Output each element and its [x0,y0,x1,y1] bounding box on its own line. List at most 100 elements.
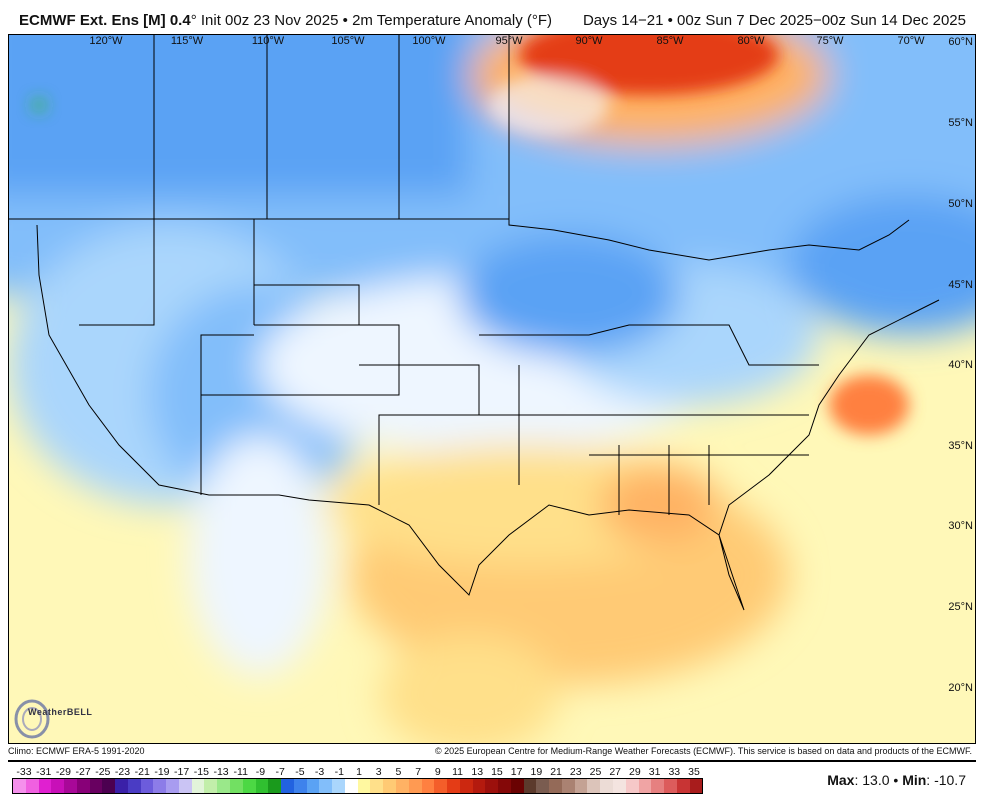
colorbar-swatch [13,779,26,793]
colorbar-labels: -33 -31 -29 -27 -25 -23 -21 -19 -17 -15 -13 -11 -9 -7… [14,766,704,778]
colorbar-swatch [447,779,460,793]
colorbar-swatch [306,779,320,793]
colorbar-label: -31 [36,766,52,778]
valid-period: Days 14−21 • 00z Sun 7 Dec 2025−00z Sun … [582,12,966,29]
colorbar-label: 21 [550,766,562,778]
colorbar-swatch [293,779,307,793]
colorbar-label: 11 [452,766,463,778]
colorbar-label: -17 [174,766,190,778]
max-min-readout: Max: 13.0 • Min: -10.7 [827,772,966,788]
longitude-label: 80°W [737,35,765,47]
colorbar-swatch [651,779,665,793]
colorbar-swatch [612,779,626,793]
colorbar-swatch [689,779,703,793]
logo-swirl-icon [14,699,50,739]
colorbar-label: -25 [95,766,111,778]
colorbar-swatch [472,779,486,793]
colorbar-swatch [434,779,448,793]
latitude-label: 45°N [948,279,973,291]
colorbar-label: 7 [415,766,422,778]
colorbar-swatch [485,779,499,793]
colorbar-label: -13 [213,766,229,778]
colorbar-label: -1 [334,766,344,778]
colorbar-swatch [166,779,179,793]
copyright-note: © 2025 European Centre for Medium-Range … [434,746,972,756]
colorbar-swatch [638,779,652,793]
colorbar-label: -33 [16,766,32,778]
map-title: ECMWF Ext. Ens [M] 0.4° Init 00z 23 Nov … [19,12,553,29]
colorbar-swatch [676,779,690,793]
weatherbell-logo: WeatherBELL [12,697,96,741]
longitude-label: 110°W [251,35,285,47]
colorbar-swatch [421,779,435,793]
temperature-anomaly-map: 120°W 115°W 110°W 105°W 100°W 95°W 90°W … [8,34,976,744]
colorbar-label: -23 [114,766,131,778]
colorbar-swatch [281,779,294,793]
colorbar-swatch [549,779,562,793]
colorbar-swatch [140,779,154,793]
colorbar-swatch [408,779,422,793]
colorbar-swatch [255,779,269,793]
divider [8,760,976,762]
colorbar-swatch [153,779,167,793]
colorbar [12,778,703,794]
latitude-label: 35°N [948,440,973,452]
colorbar-label: 35 [688,766,700,778]
latitude-label: 55°N [948,117,973,129]
colorbar-swatch [230,779,243,793]
colorbar-label: 19 [530,766,543,778]
colorbar-label: 25 [589,766,602,778]
colorbar-swatch [89,779,103,793]
colorbar-label: 1 [356,766,362,778]
colorbar-label: -3 [314,766,325,778]
longitude-label: 75°W [816,35,844,47]
colorbar-label: -5 [295,766,305,778]
colorbar-swatch [370,779,384,793]
latitude-label: 25°N [948,601,973,613]
climo-note: Climo: ECMWF ERA-5 1991-2020 [8,746,145,756]
colorbar-label: 31 [648,766,661,778]
longitude-label: 105°W [331,35,365,47]
colorbar-label: -21 [134,766,150,778]
latitude-label: 50°N [948,198,973,210]
anomaly-field [9,35,975,743]
latitude-label: 60°N [948,36,973,48]
latitude-label: 40°N [948,359,973,371]
colorbar-label: -15 [193,766,209,778]
colorbar-swatch [561,779,575,793]
longitude-label: 90°W [575,35,603,47]
colorbar-label: 33 [668,766,681,778]
colorbar-swatch [51,779,65,793]
colorbar-label: -27 [75,766,91,778]
colorbar-label: 27 [609,766,622,778]
colorbar-swatch [664,779,677,793]
colorbar-swatch [217,779,231,793]
colorbar-swatch [498,779,511,793]
colorbar-label: 17 [510,766,523,778]
colorbar-label: 3 [375,766,382,778]
colorbar-label: 15 [491,766,503,778]
colorbar-swatch [344,779,358,793]
colorbar-swatch [204,779,218,793]
colorbar-swatch [64,779,77,793]
colorbar-swatch [102,779,116,793]
colorbar-label: 23 [569,766,582,778]
colorbar-swatch [459,779,473,793]
max-value: : 13.0 [854,772,890,788]
colorbar-swatch [536,779,550,793]
latitude-label: 30°N [948,520,973,532]
colorbar-label: 29 [629,766,641,778]
colorbar-swatch [178,779,192,793]
colorbar-swatch [600,779,613,793]
colorbar-label: -9 [255,766,266,778]
colorbar-swatch [191,779,205,793]
init-time: Init 00z 23 Nov 2025 [200,12,339,29]
colorbar-swatch [383,779,396,793]
model-name: ECMWF Ext. Ens [M] 0.4 [19,12,191,29]
min-value: : -10.7 [926,772,966,788]
colorbar-label: -19 [154,766,170,778]
colorbar-swatch [587,779,601,793]
longitude-label: 85°W [656,35,684,47]
variable-name: 2m Temperature Anomaly (°F) [352,12,553,29]
colorbar-swatch [127,779,141,793]
